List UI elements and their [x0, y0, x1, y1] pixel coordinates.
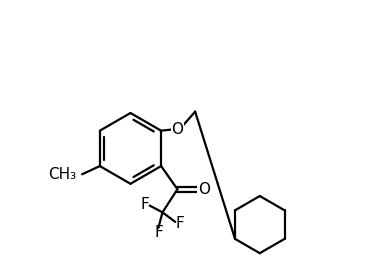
Text: F: F	[140, 197, 149, 212]
Text: F: F	[154, 225, 163, 240]
Text: O: O	[198, 182, 210, 197]
Text: CH₃: CH₃	[48, 167, 77, 182]
Text: O: O	[172, 122, 183, 137]
Text: F: F	[176, 216, 184, 231]
